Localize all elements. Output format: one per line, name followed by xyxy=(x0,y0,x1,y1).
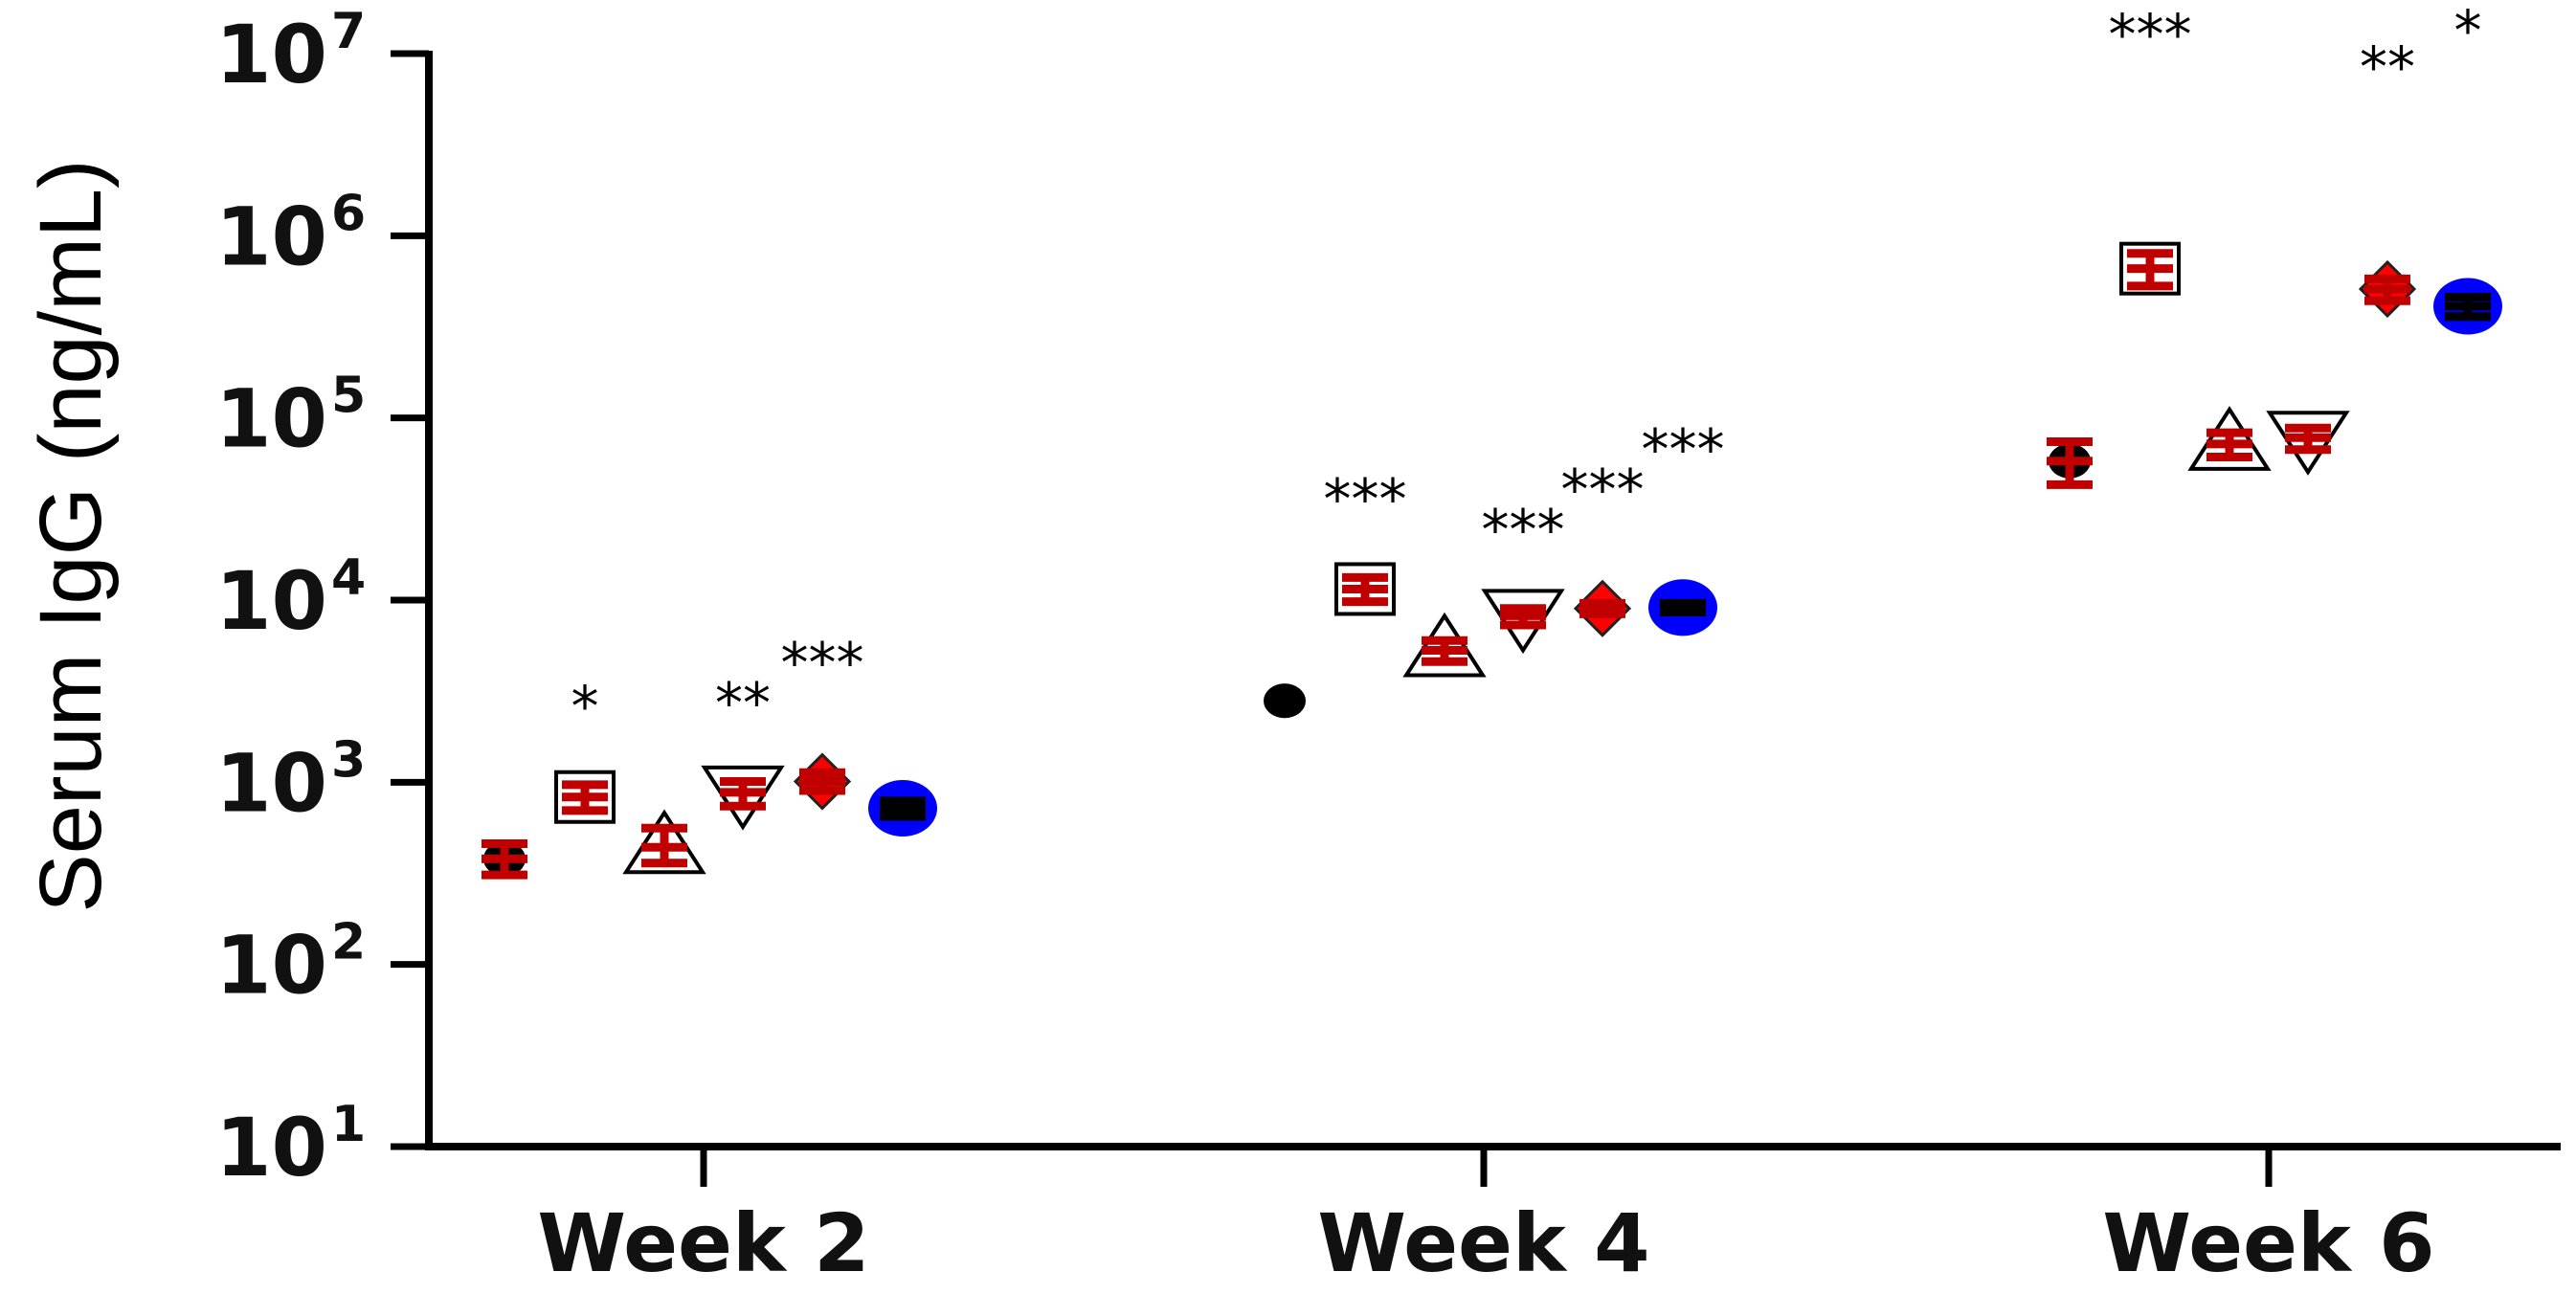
sig-label-s4-c1: *** xyxy=(1561,457,1645,523)
point-s3-c0 xyxy=(701,765,785,831)
point-s4-c1 xyxy=(1573,579,1632,637)
y-tick-label-5: 10 xyxy=(215,190,327,283)
sig-label-s5-c2: * xyxy=(2454,0,2482,63)
point-s1-c1 xyxy=(1334,562,1396,616)
point-s3-c2 xyxy=(2266,411,2350,476)
sig-label-s1-c0: * xyxy=(571,674,599,739)
point-s2-c1 xyxy=(1402,612,1487,678)
x-tick-label-0: Week 2 xyxy=(537,1196,869,1290)
y-tick-label-2: 10 xyxy=(215,736,327,830)
y-tick-exponent-1: 2 xyxy=(331,914,366,971)
point-s5-c2 xyxy=(2433,278,2502,335)
point-s1-c2 xyxy=(2119,241,2181,296)
point-s4-c2 xyxy=(2358,259,2417,319)
point-s1-c0 xyxy=(554,770,616,824)
data-marks xyxy=(482,241,2502,880)
point-s2-c0 xyxy=(622,809,706,875)
y-tick-exponent-2: 3 xyxy=(331,731,366,789)
y-tick-label-3: 10 xyxy=(215,554,327,648)
x-ticks: Week 2 Week 4 Week 6 xyxy=(537,1147,2435,1290)
y-tick-label-6: 10 xyxy=(215,8,327,101)
sig-label-s4-c2: ** xyxy=(2360,34,2415,100)
y-tick-exponent-5: 6 xyxy=(331,185,366,242)
y-tick-exponent-3: 4 xyxy=(331,549,366,607)
point-s4-c0 xyxy=(793,752,852,811)
point-s0-c0 xyxy=(482,839,527,880)
point-s0-c1 xyxy=(1264,683,1306,719)
sig-label-s1-c2: *** xyxy=(2109,2,2192,67)
point-s5-c1 xyxy=(1648,579,1717,636)
y-tick-exponent-4: 5 xyxy=(331,368,366,425)
point-s3-c1 xyxy=(1481,589,1565,655)
sig-label-s3-c1: *** xyxy=(1482,498,1565,563)
sig-label-s3-c0: ** xyxy=(715,671,771,736)
sig-label-s1-c1: *** xyxy=(1324,466,1407,531)
point-s2-c2 xyxy=(2187,406,2272,471)
y-tick-label-4: 10 xyxy=(215,372,327,466)
x-tick-label-1: Week 4 xyxy=(1317,1196,1649,1290)
point-s5-c0 xyxy=(868,779,937,837)
x-tick-label-2: Week 6 xyxy=(2102,1196,2434,1290)
point-s0-c2 xyxy=(2047,437,2093,489)
y-axis-title: Serum IgG (ng/mL) xyxy=(22,159,120,912)
sig-label-s4-c0: *** xyxy=(781,631,864,696)
y-tick-label-0: 10 xyxy=(215,1101,327,1194)
y-tick-label-1: 10 xyxy=(215,919,327,1013)
sig-label-s5-c1: *** xyxy=(1642,417,1725,482)
y-tick-exponent-6: 7 xyxy=(331,3,366,60)
y-tick-exponent-0: 1 xyxy=(331,1096,366,1153)
marker-s0-c1 xyxy=(1264,683,1306,719)
significance-labels: ************************ xyxy=(571,0,2482,739)
